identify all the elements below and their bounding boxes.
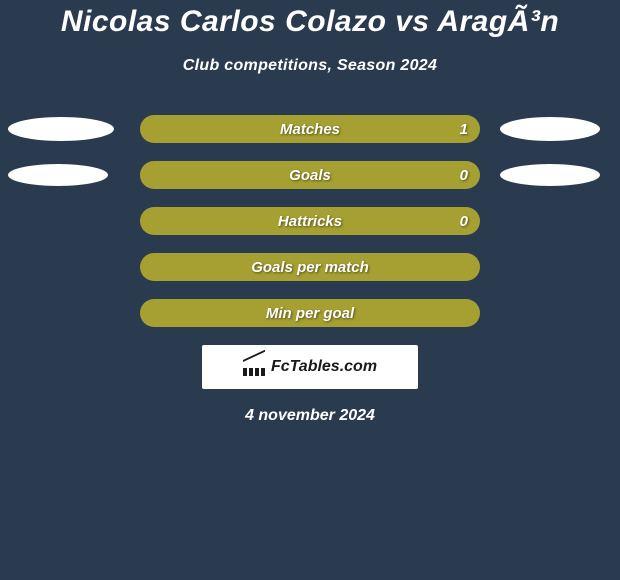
stat-value: 0 xyxy=(460,167,468,184)
stat-bar: Hattricks 0 xyxy=(140,207,480,235)
stat-bar: Min per goal xyxy=(140,299,480,327)
left-ellipse xyxy=(8,164,108,186)
stat-row: Matches 1 xyxy=(0,115,620,143)
stat-bar: Goals per match xyxy=(140,253,480,281)
stat-value: 0 xyxy=(460,213,468,230)
stat-row: Goals per match xyxy=(0,253,620,281)
stat-label: Hattricks xyxy=(278,213,342,230)
left-ellipse xyxy=(8,117,114,141)
right-ellipse xyxy=(500,117,600,141)
stat-bar: Goals 0 xyxy=(140,161,480,189)
right-ellipse xyxy=(500,164,600,186)
date-label: 4 november 2024 xyxy=(245,407,375,425)
subtitle: Club competitions, Season 2024 xyxy=(183,57,437,75)
stat-label: Goals xyxy=(289,167,331,184)
chart-icon xyxy=(243,358,265,376)
stat-label: Matches xyxy=(280,121,340,138)
stat-bar: Matches 1 xyxy=(140,115,480,143)
stat-value: 1 xyxy=(460,121,468,138)
stat-label: Min per goal xyxy=(266,305,354,322)
stats-area: Matches 1 Goals 0 Hattricks 0 Goals per match M… xyxy=(0,115,620,327)
page-title: Nicolas Carlos Colazo vs AragÃ³n xyxy=(61,5,559,39)
infographic-container: Nicolas Carlos Colazo vs AragÃ³n Club co… xyxy=(0,0,620,425)
stat-label: Goals per match xyxy=(251,259,369,276)
stat-row: Goals 0 xyxy=(0,161,620,189)
branding-box: FcTables.com xyxy=(202,345,418,389)
branding-text: FcTables.com xyxy=(271,358,377,376)
stat-row: Hattricks 0 xyxy=(0,207,620,235)
stat-row: Min per goal xyxy=(0,299,620,327)
